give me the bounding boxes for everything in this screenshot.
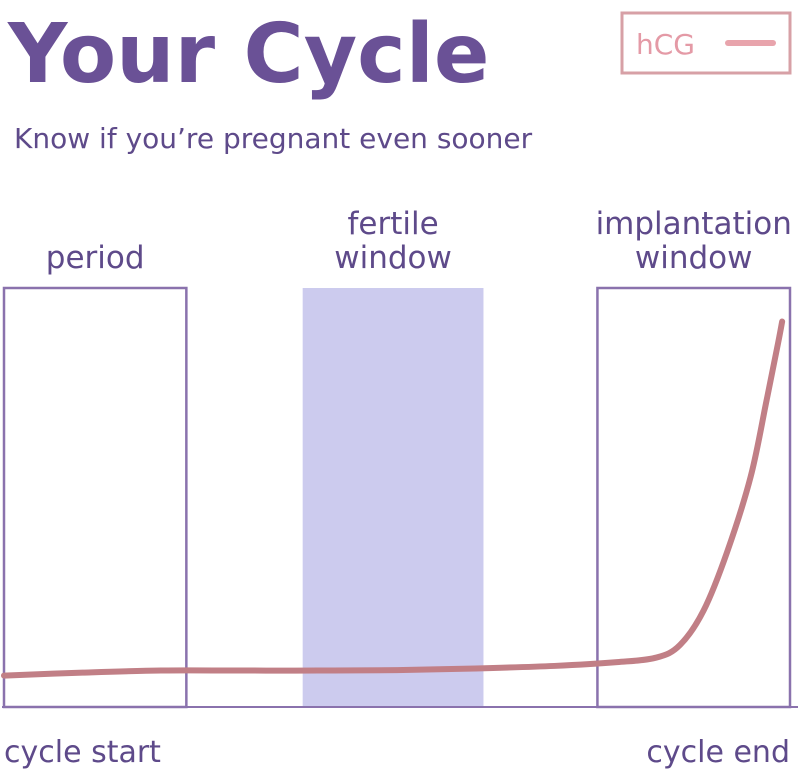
legend: hCG	[620, 11, 792, 75]
hcg-curve	[1, 318, 786, 679]
legend-label: hCG	[636, 28, 695, 61]
region-period	[2, 286, 188, 709]
chart-title: Your Cycle	[7, 7, 490, 102]
legend-box	[620, 11, 792, 75]
region-implantation-window	[596, 286, 792, 709]
region-label-fertile-window-line-2: window	[334, 240, 452, 276]
chart-subtitle: Know if you’re pregnant even sooner	[14, 122, 533, 155]
region-label-implantation-window-line-1: implantation	[596, 206, 792, 242]
x-label-cycle-start: cycle start	[4, 735, 161, 770]
region-label-fertile-window-line-1: fertile	[347, 206, 438, 242]
x-label-cycle-end: cycle end	[646, 735, 790, 770]
region-label-period-line-1: period	[46, 240, 145, 276]
region-label-implantation-window-line-2: window	[635, 240, 753, 276]
region-fertile-window	[302, 288, 484, 707]
